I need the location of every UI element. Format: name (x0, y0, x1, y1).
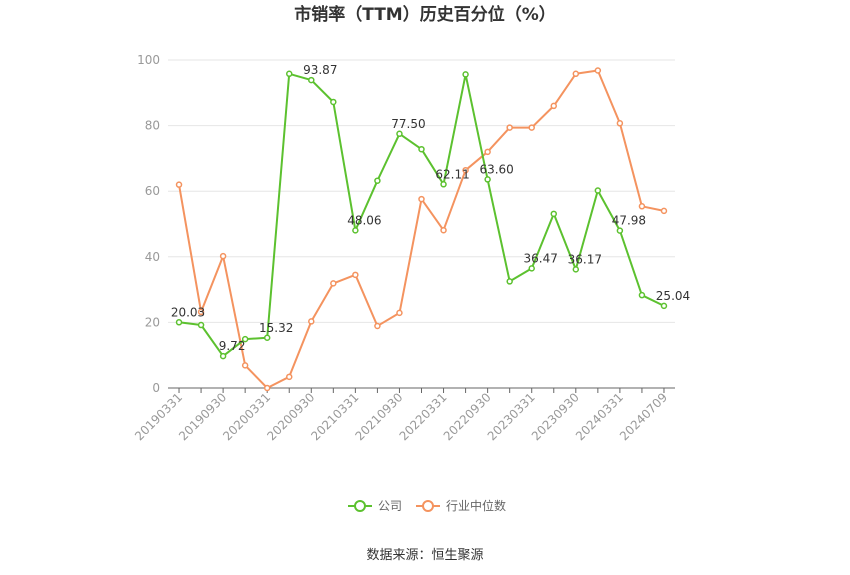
data-point (616, 227, 624, 234)
data-label: 77.50 (391, 117, 425, 131)
data-point (638, 203, 646, 210)
data-label: 93.87 (303, 63, 337, 77)
legend-marker (354, 500, 366, 512)
y-tick-label: 0 (152, 381, 160, 395)
legend[interactable]: 公司 行业中位数 (348, 498, 506, 513)
data-point (352, 271, 359, 279)
data-label: 63.60 (479, 162, 513, 176)
data-point (263, 384, 271, 392)
data-point (418, 195, 425, 203)
y-tick-label: 20 (145, 315, 160, 329)
data-point (219, 252, 227, 260)
data-point (462, 166, 469, 174)
data-point (638, 291, 646, 299)
data-label: 48.06 (347, 213, 381, 227)
data-point (484, 176, 491, 183)
data-point (550, 210, 558, 218)
data-point (616, 120, 624, 127)
data-point (374, 322, 381, 330)
data-label: 36.17 (568, 252, 602, 266)
data-point (241, 335, 249, 343)
data-point (418, 145, 425, 153)
data-point (175, 319, 183, 326)
source-note: 数据来源：恒生聚源 (366, 548, 483, 563)
data-point (440, 226, 447, 234)
data-label: 20.03 (171, 305, 205, 319)
data-point (594, 187, 602, 194)
data-label: 47.98 (612, 214, 646, 228)
data-point (352, 227, 359, 234)
legend-label: 公司 (378, 499, 402, 513)
y-tick-label: 80 (145, 119, 160, 133)
grid-lines (168, 59, 675, 323)
data-label: 15.32 (259, 321, 293, 335)
legend-label: 行业中位数 (446, 498, 506, 513)
data-point (660, 207, 668, 215)
data-point (462, 71, 469, 78)
data-label: 62.11 (435, 167, 469, 181)
y-tick-label: 100 (137, 53, 160, 67)
data-point (330, 280, 337, 287)
data-point (550, 102, 558, 110)
data-label: 25.04 (656, 289, 690, 303)
x-tick-label: 20240709 (617, 390, 670, 443)
data-label: 9.72 (219, 339, 246, 353)
data-label: 36.47 (524, 251, 558, 265)
data-point (506, 124, 513, 131)
data-point (285, 373, 293, 381)
data-point (374, 177, 381, 184)
data-point (330, 98, 337, 106)
data-point (197, 308, 205, 316)
data-labels: 20.03 9.72 15.32 93.87 48.06 77.50 62.11 63.60 3… (171, 63, 690, 353)
y-axis: 0 20 40 60 80 100 (137, 53, 160, 395)
data-point (660, 302, 668, 310)
data-point (241, 362, 249, 369)
data-point (484, 148, 491, 156)
data-point (572, 266, 580, 273)
data-point (528, 124, 535, 131)
data-point (396, 309, 403, 317)
data-point (506, 278, 513, 285)
data-point (440, 181, 447, 188)
data-point (572, 70, 580, 78)
x-axis: 2019033120190930202003312020093020210331… (132, 387, 675, 443)
data-point (396, 130, 403, 138)
data-point (594, 67, 602, 74)
data-point (285, 70, 293, 78)
data-point (308, 76, 315, 84)
data-point (263, 334, 271, 342)
data-point (175, 181, 183, 188)
chart-title: 市销率（TTM）历史百分位（%） (294, 4, 556, 25)
data-point (197, 321, 205, 329)
legend-marker (422, 500, 434, 512)
series-points (175, 67, 668, 392)
data-point (308, 318, 315, 325)
data-point (528, 265, 535, 272)
y-tick-label: 40 (145, 250, 160, 264)
y-tick-label: 60 (145, 184, 160, 198)
data-point (219, 352, 227, 360)
